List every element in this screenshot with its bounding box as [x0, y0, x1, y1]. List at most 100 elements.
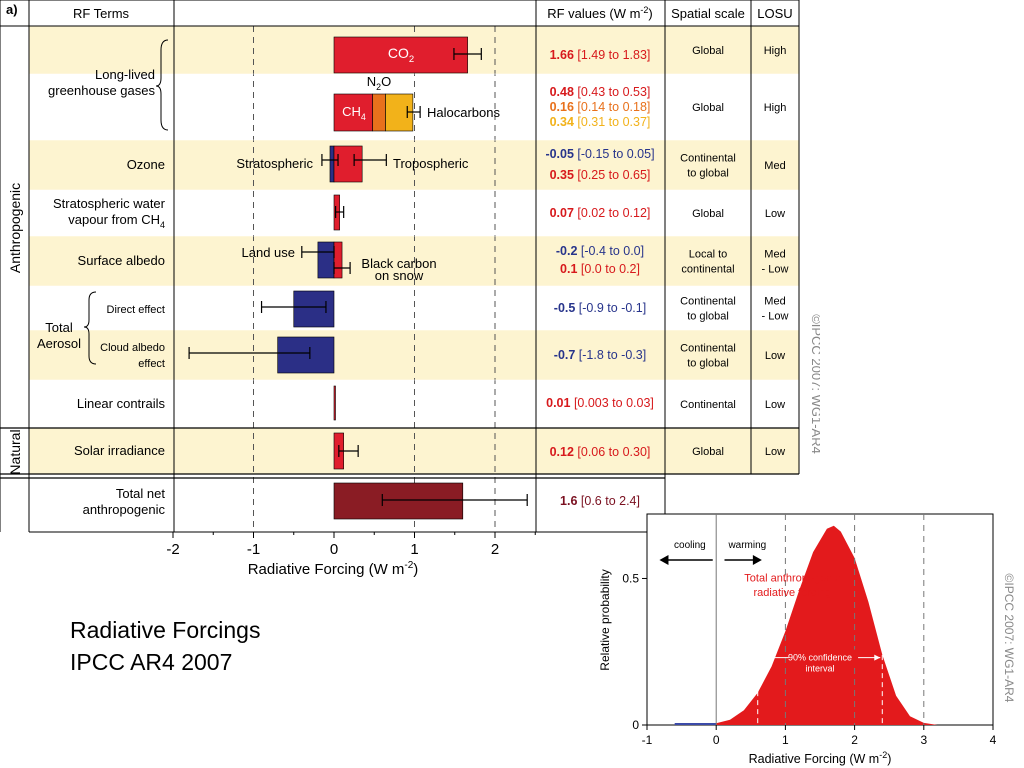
- losu-value: High: [764, 102, 787, 114]
- rf-value: -0.05 [-0.15 to 0.05]: [545, 147, 654, 161]
- label-land-use: Land use: [242, 245, 296, 260]
- group-label-natural: Natural: [7, 429, 23, 474]
- rf-value: 1.66 [1.49 to 1.83]: [550, 48, 651, 62]
- rf-value: 0.1 [0.0 to 0.2]: [560, 262, 640, 276]
- aerosol-label: Total: [45, 320, 73, 335]
- rf-value: 0.35 [0.25 to 0.65]: [550, 168, 651, 182]
- spatial-scale: Continental: [680, 296, 736, 308]
- rf-value: 0.48 [0.43 to 0.53]: [550, 85, 651, 99]
- y-tick-label: 0: [632, 718, 639, 732]
- rf-term-label: effect: [138, 358, 165, 370]
- losu-value: Low: [765, 208, 785, 220]
- header-rf-values: RF values (W m-2): [547, 5, 653, 21]
- panel-label: a): [6, 2, 18, 17]
- x-tick-label: 0: [330, 541, 338, 558]
- bar-total-net: [333, 482, 464, 520]
- rf-term-label: Ozone: [127, 157, 165, 172]
- label-black-carbon: Black carbon: [361, 256, 436, 271]
- losu-value: - Low: [762, 264, 789, 276]
- spatial-scale: Continental: [680, 399, 736, 411]
- spatial-scale: Continental: [680, 153, 736, 165]
- rf-value: 1.6 [0.6 to 2.4]: [560, 494, 640, 508]
- brace: [155, 39, 169, 131]
- spatial-scale: to global: [687, 311, 729, 323]
- x-tick-label: -1: [642, 733, 653, 747]
- spatial-scale: to global: [687, 168, 729, 180]
- watermark: ©IPCC 2007: WG1-AR4: [809, 314, 820, 454]
- x-tick-label: -2: [166, 541, 179, 558]
- rf-value: 0.12 [0.06 to 0.30]: [550, 445, 651, 459]
- bar-land-use: [317, 241, 335, 279]
- bar-co2: [333, 36, 468, 74]
- spatial-scale: Global: [692, 45, 724, 57]
- rf-term-label: anthropogenic: [83, 502, 166, 517]
- rf-term-label: Cloud albedo: [100, 342, 165, 354]
- spatial-scale: Global: [692, 446, 724, 458]
- bar-linear-contrails: [333, 385, 336, 421]
- caption-line-1: Radiative Forcings: [70, 617, 261, 643]
- curve-label: Total anthropogenic: [744, 572, 841, 584]
- aerosol-label: Aerosol: [37, 336, 81, 351]
- spatial-scale: Local to: [689, 249, 728, 261]
- cooling-tail: [674, 723, 717, 725]
- spatial-scale: Global: [692, 208, 724, 220]
- x-tick-label: 0: [713, 733, 720, 747]
- rf-term-label: vapour from CH4: [68, 212, 165, 230]
- rf-term-label: Stratospheric water: [53, 196, 166, 211]
- x-tick-label: 2: [851, 733, 858, 747]
- bar-ozone-stratospheric: [329, 145, 335, 183]
- x-tick-label: 4: [990, 733, 997, 747]
- label-ch4: CH4: [342, 104, 366, 122]
- x-tick-label: 2: [491, 541, 499, 558]
- x-tick-label: 3: [920, 733, 927, 747]
- x-tick-label: 1: [410, 541, 418, 558]
- y-axis-label: Relative probability: [598, 569, 612, 670]
- ci-label: interval: [805, 664, 834, 674]
- rf-value: -0.7 [-1.8 to -0.3]: [554, 348, 646, 362]
- bar-n2o: [372, 93, 386, 132]
- spatial-scale: Global: [692, 102, 724, 114]
- rf-term-label: Direct effect: [107, 304, 166, 316]
- losu-value: Low: [765, 446, 785, 458]
- rf-value: -0.5 [-0.9 to -0.1]: [554, 301, 646, 315]
- bar-black-carbon: [333, 241, 343, 279]
- rf-term-label: Linear contrails: [77, 396, 166, 411]
- spatial-scale: to global: [687, 358, 729, 370]
- label-n2o: N2O: [367, 74, 391, 92]
- bar-aerosol-direct: [293, 290, 335, 328]
- rf-term-label: Total net: [116, 486, 166, 501]
- rf-value: 0.07 [0.02 to 0.12]: [550, 206, 651, 220]
- watermark: ©IPCC 2007: WG1-AR4: [1002, 574, 1015, 703]
- rf-value: 0.01 [0.003 to 0.03]: [546, 396, 654, 410]
- warming-label: warming: [727, 540, 766, 551]
- spatial-scale: continental: [681, 264, 734, 276]
- group-label-anthropogenic: Anthropogenic: [7, 183, 23, 273]
- losu-value: Med: [764, 249, 785, 261]
- label-black-carbon: on snow: [375, 268, 424, 283]
- ci-label: 90% confidence: [788, 653, 852, 663]
- losu-value: Med: [764, 296, 785, 308]
- rf-term-label: greenhouse gases: [48, 83, 155, 98]
- rf-term-label: Long-lived: [95, 67, 155, 82]
- rf-value: 0.16 [0.14 to 0.18]: [550, 100, 651, 114]
- label-halocarbons: Halocarbons: [427, 105, 500, 120]
- header-spatial-scale: Spatial scale: [671, 6, 745, 21]
- y-tick-label: 0.5: [622, 571, 639, 585]
- losu-value: - Low: [762, 311, 789, 323]
- label-tropospheric: Tropospheric: [393, 156, 469, 171]
- x-axis-label: Radiative Forcing (W m-2): [248, 560, 419, 578]
- brace: [83, 291, 97, 365]
- bar-aerosol-cloud: [277, 336, 335, 374]
- losu-value: Low: [765, 350, 785, 362]
- losu-value: Med: [764, 160, 785, 172]
- x-axis-label: Radiative Forcing (W m-2): [749, 750, 892, 766]
- spatial-scale: Continental: [680, 343, 736, 355]
- header-losu: LOSU: [757, 6, 792, 21]
- ci-label-bg: [788, 649, 859, 664]
- bar-ozone-tropospheric: [333, 145, 363, 183]
- x-tick-label: -1: [247, 541, 260, 558]
- losu-value: Low: [765, 399, 785, 411]
- label-co2: CO2: [388, 45, 414, 65]
- radiative-forcing-bar-chart: a) RF Terms RF values (W m-2) Spatial scale…: [0, 0, 820, 578]
- cooling-label: cooling: [674, 540, 706, 551]
